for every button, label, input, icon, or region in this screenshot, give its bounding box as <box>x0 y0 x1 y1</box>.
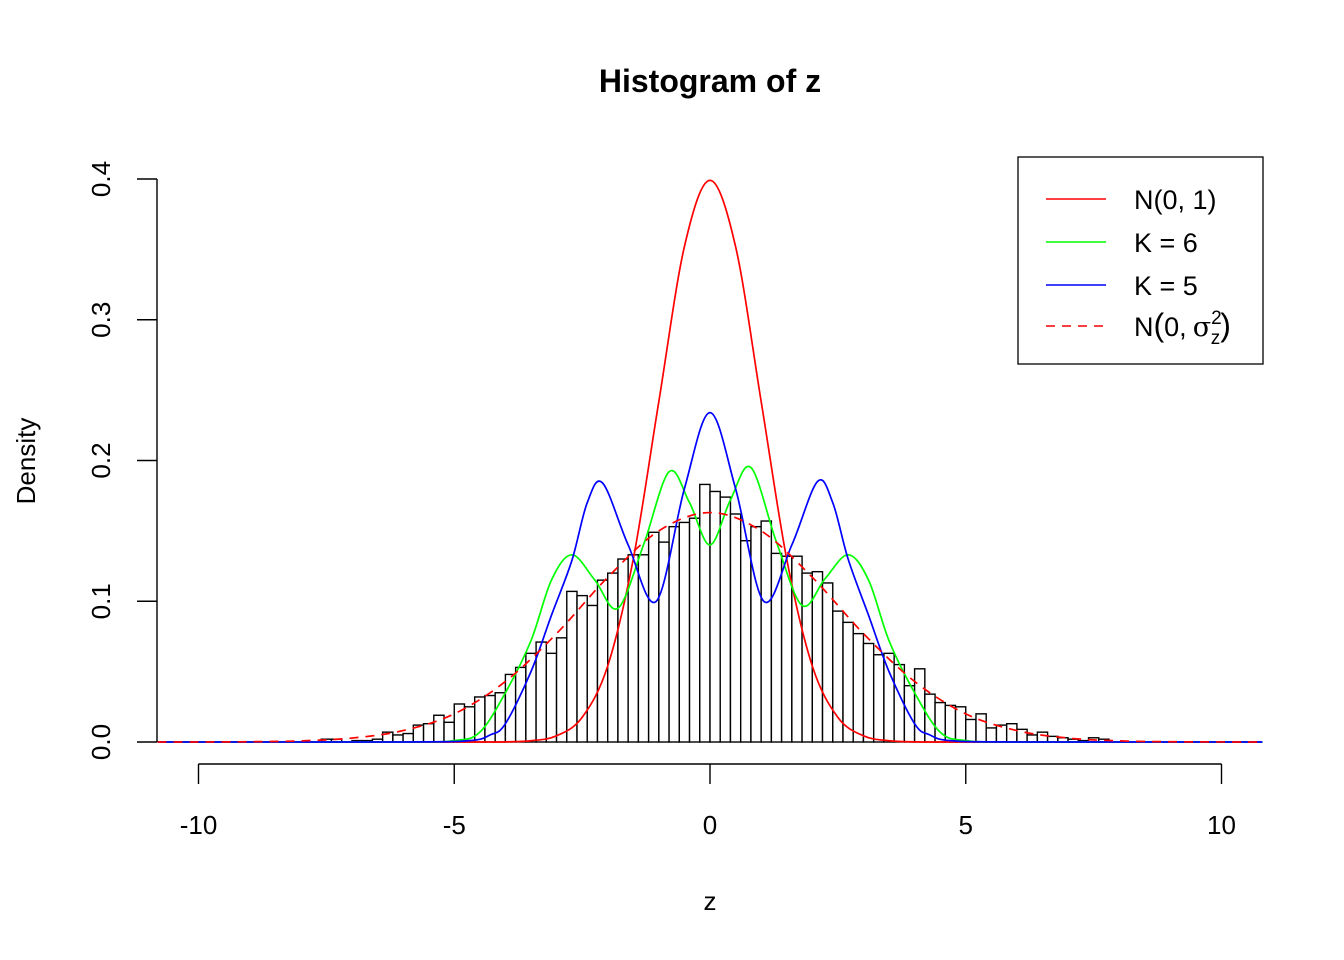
legend: N(0, 1) K = 6 K = 5 N(0, σ2 z) <box>1017 156 1264 365</box>
density-curve-0 <box>157 179 1263 743</box>
histogram-bar <box>422 723 435 743</box>
x-tick-label: 0 <box>703 810 717 840</box>
histogram-bar <box>975 713 987 743</box>
legend-label-k5: K = 5 <box>1134 271 1198 301</box>
histogram-bar <box>525 652 537 743</box>
y-tick-label: 0.4 <box>86 161 116 197</box>
legend-label-nsigma: N(0, σ2 z) <box>1134 307 1231 349</box>
y-tick-label: 0.1 <box>86 583 116 619</box>
legend-label-k6: K = 6 <box>1134 228 1198 258</box>
histogram-bar <box>852 632 865 743</box>
x-axis: -10 -5 0 5 10 <box>180 763 1236 840</box>
x-tick-label: -5 <box>443 810 466 840</box>
histogram-bar <box>688 517 701 743</box>
histogram-bar <box>750 525 762 743</box>
histogram-bar <box>545 652 558 743</box>
histogram-bar <box>985 727 998 743</box>
histogram-bar <box>658 541 670 743</box>
histogram-bar <box>668 525 681 743</box>
histogram-bar <box>637 554 650 743</box>
x-tick-label: -10 <box>180 810 218 840</box>
histogram-bar <box>392 734 404 743</box>
x-axis-label: z <box>704 886 717 916</box>
histogram-bar <box>555 637 568 743</box>
histogram-bar <box>862 642 875 743</box>
histogram-bar <box>1016 728 1028 743</box>
histogram-bar <box>729 513 742 743</box>
histogram-bar <box>647 531 660 743</box>
histogram-bar <box>586 604 599 743</box>
y-axis-label: Density <box>11 418 41 505</box>
histogram-bar <box>719 496 732 743</box>
histogram-bar <box>402 732 415 743</box>
legend-nsigma-n: N <box>1134 312 1154 342</box>
legend-nsigma-zero: 0, <box>1164 312 1187 342</box>
histogram-bar <box>770 552 783 743</box>
histogram-bar <box>739 540 752 743</box>
histogram-bar <box>954 706 967 743</box>
legend-nsigma-sigma: σ <box>1193 312 1211 343</box>
legend-box <box>1017 156 1264 365</box>
histogram-bar <box>883 652 895 743</box>
y-tick-label: 0.3 <box>86 302 116 338</box>
histogram-bar <box>1026 734 1039 743</box>
histogram-bar <box>791 555 803 743</box>
density-curve-3 <box>157 511 1263 743</box>
legend-nsigma-sup: 2 <box>1211 308 1222 329</box>
density-curves <box>157 179 1263 743</box>
x-tick-label: 10 <box>1207 810 1236 840</box>
histogram-bar <box>433 714 445 743</box>
histogram-bar <box>443 721 455 743</box>
histogram-bar <box>965 718 977 743</box>
histogram-bar <box>514 666 527 743</box>
histogram-bar <box>494 692 507 743</box>
histogram-bar <box>760 520 773 743</box>
histogram-bar <box>678 521 691 743</box>
histogram-bar <box>1036 731 1049 743</box>
histogram-bar <box>872 654 885 743</box>
chart-title: Histogram of z <box>599 63 821 99</box>
histogram-bars <box>320 483 1110 743</box>
y-tick-label: 0.0 <box>86 724 116 760</box>
histogram-bar <box>1005 723 1018 743</box>
histogram-bar <box>995 724 1008 743</box>
density-curve-1 <box>157 465 1263 743</box>
legend-nsigma-open: ( <box>1154 307 1165 343</box>
legend-nsigma-close: ) <box>1220 307 1231 343</box>
histogram-bar <box>596 579 609 743</box>
histogram-bar <box>821 582 834 743</box>
legend-nsigma-sub: z <box>1211 328 1221 349</box>
histogram-bar <box>566 590 578 743</box>
histogram-bar <box>617 558 629 743</box>
density-curve-2 <box>157 411 1263 743</box>
legend-label-n01: N(0, 1) <box>1134 185 1217 215</box>
y-tick-label: 0.2 <box>86 442 116 478</box>
histogram-bar <box>699 483 711 743</box>
histogram-bar <box>535 641 548 743</box>
histogram-bar <box>576 594 588 743</box>
x-tick-label: 5 <box>959 810 973 840</box>
histogram-bar <box>607 572 619 743</box>
y-axis: 0.0 0.1 0.2 0.3 0.4 <box>86 161 158 760</box>
histogram-bar <box>801 572 814 743</box>
